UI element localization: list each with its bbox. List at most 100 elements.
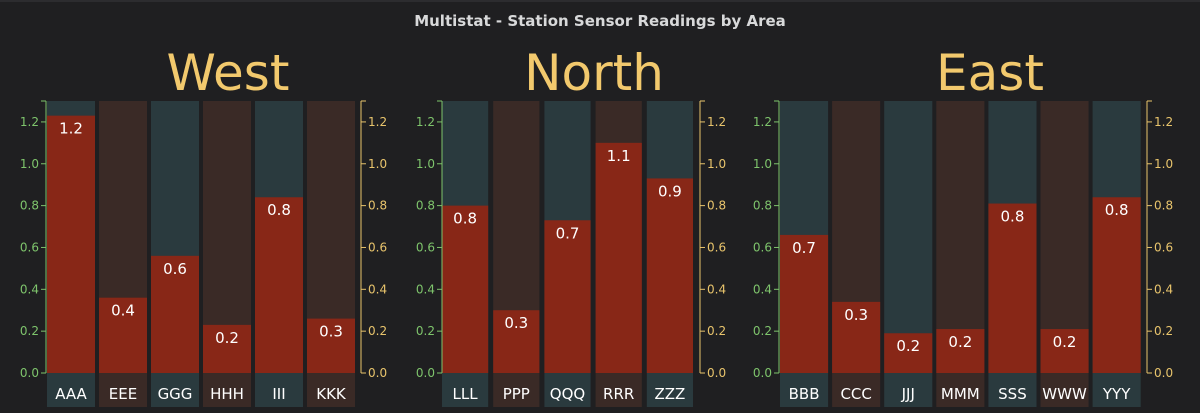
left-axis-tick-label: 1.2 bbox=[416, 115, 435, 129]
category-label: ZZZ bbox=[654, 385, 685, 403]
category-label: KKK bbox=[316, 385, 347, 403]
panel-title: Multistat - Station Sensor Readings by A… bbox=[414, 12, 786, 30]
category-label: III bbox=[272, 385, 285, 403]
right-axis-tick-label: 0.0 bbox=[1154, 366, 1173, 380]
left-axis-tick-label: 0.4 bbox=[20, 282, 39, 296]
left-axis-tick-label: 0.0 bbox=[753, 366, 772, 380]
left-axis-tick-label: 0.2 bbox=[416, 324, 435, 338]
right-axis-tick-label: 1.2 bbox=[368, 115, 387, 129]
right-axis-tick-label: 0.8 bbox=[368, 199, 387, 213]
bar[interactable] bbox=[1092, 197, 1141, 373]
bar[interactable] bbox=[99, 297, 147, 373]
value-label: 0.8 bbox=[1105, 201, 1129, 219]
bar[interactable] bbox=[442, 205, 489, 373]
right-axis-tick-label: 0.6 bbox=[368, 240, 387, 254]
category-label: WWW bbox=[1042, 385, 1087, 403]
category-label: QQQ bbox=[550, 385, 585, 403]
right-axis-tick-label: 1.0 bbox=[707, 157, 726, 171]
left-axis-tick-label: 0.6 bbox=[20, 240, 39, 254]
value-label: 0.3 bbox=[319, 323, 343, 341]
category-label: RRR bbox=[603, 385, 634, 403]
left-axis-tick-label: 0.8 bbox=[20, 199, 39, 213]
category-label: HHH bbox=[210, 385, 244, 403]
left-axis-tick-label: 0.4 bbox=[416, 282, 435, 296]
value-label: 0.6 bbox=[163, 260, 187, 278]
value-label: 0.3 bbox=[504, 314, 528, 332]
left-axis-tick-label: 0.4 bbox=[753, 282, 772, 296]
bar[interactable] bbox=[203, 324, 251, 373]
bar[interactable] bbox=[544, 220, 591, 373]
bar[interactable] bbox=[780, 234, 829, 373]
bar[interactable] bbox=[1040, 329, 1089, 373]
category-label: SSS bbox=[998, 385, 1027, 403]
category-label: MMM bbox=[941, 385, 980, 403]
right-axis-tick-label: 0.2 bbox=[707, 324, 726, 338]
bar[interactable] bbox=[884, 333, 933, 373]
left-axis-tick-label: 0.8 bbox=[416, 199, 435, 213]
value-label: 0.8 bbox=[453, 210, 477, 228]
left-axis-tick-label: 1.2 bbox=[753, 115, 772, 129]
category-label: BBB bbox=[789, 385, 820, 403]
category-label: EEE bbox=[109, 385, 137, 403]
right-axis-tick-label: 0.8 bbox=[707, 199, 726, 213]
left-axis-tick-label: 0.0 bbox=[416, 366, 435, 380]
left-axis-tick-label: 0.0 bbox=[20, 366, 39, 380]
bar[interactable] bbox=[832, 301, 881, 373]
right-axis-tick-label: 0.6 bbox=[1154, 240, 1173, 254]
left-axis-tick-label: 1.2 bbox=[20, 115, 39, 129]
category-label: AAA bbox=[55, 385, 87, 403]
bar[interactable] bbox=[255, 197, 303, 373]
right-axis-tick-label: 0.6 bbox=[707, 240, 726, 254]
value-label: 0.3 bbox=[844, 306, 868, 324]
left-axis-tick-label: 0.2 bbox=[20, 324, 39, 338]
value-label: 0.2 bbox=[896, 337, 920, 355]
right-axis-tick-label: 0.2 bbox=[368, 324, 387, 338]
right-axis-tick-label: 1.0 bbox=[368, 157, 387, 171]
group-title: East bbox=[936, 44, 1044, 102]
right-axis-tick-label: 0.8 bbox=[1154, 199, 1173, 213]
left-axis-tick-label: 1.0 bbox=[20, 157, 39, 171]
right-axis-tick-label: 1.2 bbox=[1154, 115, 1173, 129]
bar[interactable] bbox=[988, 203, 1037, 373]
bar[interactable] bbox=[493, 310, 540, 373]
value-label: 0.9 bbox=[658, 182, 682, 200]
value-label: 0.7 bbox=[792, 239, 816, 257]
category-label: GGG bbox=[158, 385, 193, 403]
bar[interactable] bbox=[47, 115, 95, 374]
right-axis-tick-label: 0.2 bbox=[1154, 324, 1173, 338]
value-label: 0.7 bbox=[556, 224, 580, 242]
value-label: 0.2 bbox=[1053, 333, 1077, 351]
group-title: North bbox=[524, 44, 664, 102]
bar[interactable] bbox=[151, 255, 199, 373]
value-label: 0.4 bbox=[111, 302, 135, 320]
right-axis-tick-label: 0.0 bbox=[368, 366, 387, 380]
category-label: CCC bbox=[840, 385, 871, 403]
value-label: 0.8 bbox=[267, 201, 291, 219]
value-label: 0.2 bbox=[948, 333, 972, 351]
group-title: West bbox=[167, 44, 290, 102]
left-axis-tick-label: 0.8 bbox=[753, 199, 772, 213]
bar[interactable] bbox=[595, 142, 642, 373]
bar[interactable] bbox=[936, 329, 985, 373]
left-axis-tick-label: 1.0 bbox=[416, 157, 435, 171]
right-axis-tick-label: 1.2 bbox=[707, 115, 726, 129]
bar[interactable] bbox=[307, 318, 355, 373]
value-label: 0.2 bbox=[215, 329, 239, 347]
right-axis-tick-label: 0.4 bbox=[368, 282, 387, 296]
category-label: LLL bbox=[453, 385, 479, 403]
category-label: PPP bbox=[503, 385, 530, 403]
right-axis-tick-label: 0.0 bbox=[707, 366, 726, 380]
value-label: 0.8 bbox=[1001, 208, 1025, 226]
right-axis-tick-label: 1.0 bbox=[1154, 157, 1173, 171]
left-axis-tick-label: 0.2 bbox=[753, 324, 772, 338]
category-label: JJJ bbox=[901, 385, 915, 403]
value-label: 1.2 bbox=[59, 120, 83, 138]
bar[interactable] bbox=[646, 178, 693, 373]
category-label: YYY bbox=[1102, 385, 1131, 403]
right-axis-tick-label: 0.4 bbox=[707, 282, 726, 296]
left-axis-tick-label: 0.6 bbox=[416, 240, 435, 254]
value-label: 1.1 bbox=[607, 147, 631, 165]
right-axis-tick-label: 0.4 bbox=[1154, 282, 1173, 296]
